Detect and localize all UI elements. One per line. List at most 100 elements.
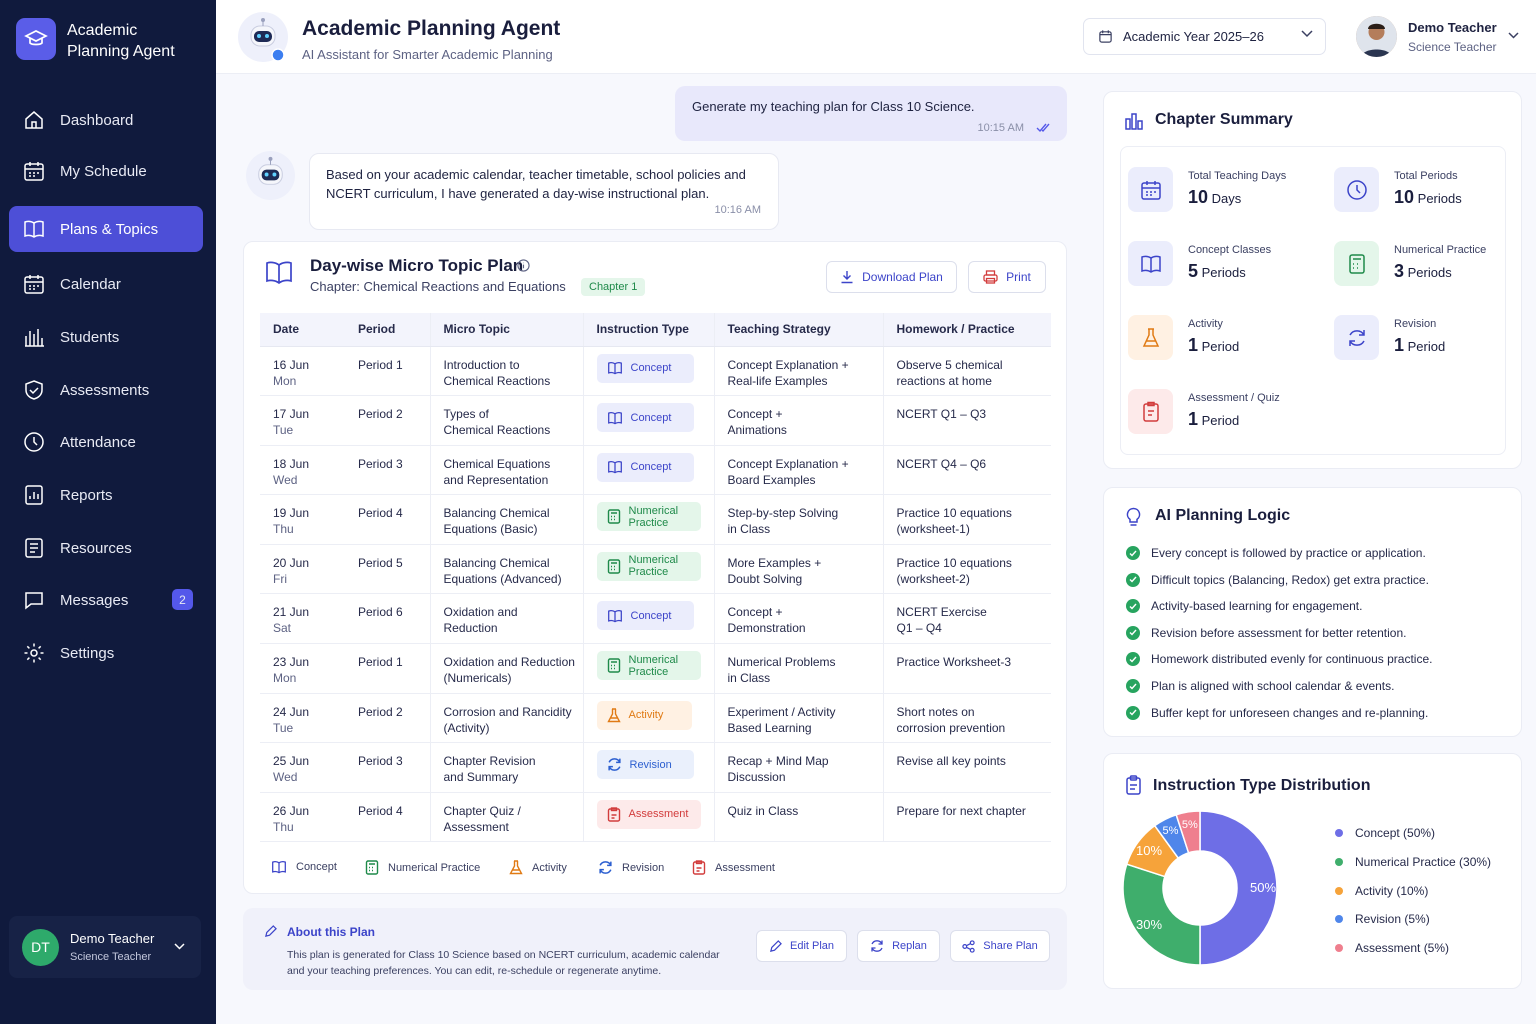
- homework-cell: Practice Worksheet-3: [883, 643, 1051, 694]
- date-cell: 20 Jun Fri: [260, 544, 345, 595]
- table-row[interactable]: 20 Jun Fri Period 5 Balancing Chemical Equat…: [260, 544, 1051, 595]
- sidebar-item-my-schedule[interactable]: My Schedule: [9, 148, 203, 194]
- edit-plan-button[interactable]: Edit Plan: [756, 930, 847, 962]
- replan-button[interactable]: Replan: [857, 930, 940, 962]
- download-plan-button[interactable]: Download Plan: [826, 261, 957, 293]
- sidebar-item-messages[interactable]: Messages 2: [9, 577, 203, 623]
- instruction-type-tag[interactable]: Numerical Practice: [596, 551, 701, 581]
- stat-label: Activity: [1188, 318, 1223, 330]
- download-plan-label: Download Plan: [862, 270, 943, 284]
- instruction-type-tag[interactable]: Concept: [596, 452, 694, 482]
- instruction-type-tag[interactable]: Revision: [596, 750, 694, 780]
- chevron-down-icon[interactable]: [174, 943, 185, 951]
- stat-value: 1 Period: [1394, 335, 1446, 355]
- sidebar-item-plans-topics[interactable]: Plans & Topics: [9, 206, 203, 252]
- sidebar-item-label: Resources: [60, 539, 132, 557]
- stat-label: Concept Classes: [1188, 244, 1272, 256]
- calendar-icon: [1099, 30, 1112, 43]
- date: 24 Jun: [273, 704, 310, 719]
- logic-item: Activity-based learning for engagement.: [1126, 599, 1362, 614]
- weekday: Tue: [273, 423, 294, 438]
- sidebar-item-assessments[interactable]: Assessments: [9, 367, 203, 413]
- bar-chart-icon: [1125, 113, 1143, 130]
- sidebar-item-label: Messages: [60, 591, 129, 609]
- topic-cell: Balancing Chemical Equations (Basic): [430, 494, 584, 545]
- sidebar-item-label: Assessments: [60, 381, 150, 399]
- sidebar-user-role: Science Teacher: [70, 951, 152, 963]
- sidebar-user[interactable]: DT Demo Teacher Science Teacher: [9, 916, 201, 978]
- academic-year-select[interactable]: Academic Year 2025–26: [1083, 18, 1326, 55]
- legend-item: Numerical Practice: [365, 860, 480, 875]
- replan-label: Replan: [892, 940, 927, 952]
- donut-slice-label: 5%: [1182, 819, 1198, 831]
- stat-label: Numerical Practice: [1394, 244, 1487, 256]
- table-row[interactable]: 21 Jun Sat Period 6 Oxidation and Reduction C…: [260, 593, 1051, 645]
- instruction-type-tag[interactable]: Assessment: [596, 799, 701, 829]
- date-cell: 19 Jun Thu: [260, 494, 345, 545]
- chart-legend-item: Concept (50%): [1335, 826, 1435, 840]
- instruction-type-tag[interactable]: Numerical Practice: [596, 651, 701, 681]
- logic-item: Every concept is followed by practice or…: [1126, 546, 1426, 560]
- instruction-type-tag[interactable]: Concept: [596, 403, 694, 433]
- book-icon: [607, 609, 622, 623]
- chevron-down-icon[interactable]: [1508, 32, 1519, 40]
- donut-slice-numerical-practice[interactable]: [1122, 863, 1201, 966]
- table-row[interactable]: 26 Jun Thu Period 4 Chapter Quiz / Assessmen…: [260, 792, 1051, 843]
- sidebar-item-reports[interactable]: Reports: [9, 472, 203, 518]
- distribution-card: Instruction Type Distribution 50% 30% 10% 5…: [1103, 753, 1522, 989]
- message-icon: [25, 592, 43, 610]
- calendar-icon: [24, 275, 44, 294]
- legend-item: Assessment: [692, 860, 775, 875]
- table-row[interactable]: 19 Jun Thu Period 4 Balancing Chemical Equat…: [260, 494, 1051, 545]
- sidebar-item-calendar[interactable]: Calendar: [9, 261, 203, 307]
- check-icon: [1126, 705, 1140, 720]
- instruction-type-tag[interactable]: Activity: [596, 700, 692, 730]
- unread-badge: 2: [172, 589, 193, 610]
- print-button[interactable]: Print: [968, 261, 1046, 293]
- table-row[interactable]: 18 Jun Wed Period 3 Chemical Equations and R…: [260, 445, 1051, 496]
- strategy-cell: More Examples + Doubt Solving: [714, 544, 884, 595]
- schedule-icon: [24, 162, 44, 181]
- assessment-icon: [607, 807, 620, 822]
- date-cell: 21 Jun Sat: [260, 593, 345, 645]
- logic-item: Buffer kept for unforeseen changes and r…: [1126, 705, 1428, 720]
- instruction-type-tag[interactable]: Numerical Practice: [596, 502, 701, 532]
- table-row[interactable]: 25 Jun Wed Period 3 Chapter Revision and Sum…: [260, 742, 1051, 793]
- stat-value: 1 Period: [1188, 335, 1240, 355]
- donut-slice-assessment[interactable]: [1175, 810, 1201, 854]
- table-row[interactable]: 23 Jun Mon Period 1 Oxidation and Reduction…: [260, 643, 1051, 694]
- instruction-type-tag[interactable]: Concept: [596, 353, 694, 383]
- chart-legend-item: Revision (5%): [1335, 912, 1430, 926]
- legend-dot: [1335, 857, 1343, 866]
- home-icon: [25, 111, 43, 129]
- donut-slice-concept[interactable]: [1199, 810, 1278, 966]
- page-title: Academic Planning Agent: [302, 17, 561, 40]
- legend-dot: [1335, 829, 1343, 837]
- sidebar-item-settings[interactable]: Settings: [9, 630, 203, 676]
- date: 20 Jun: [273, 555, 310, 570]
- table-row[interactable]: 16 Jun Mon Period 1 Introduction to Chemical…: [260, 346, 1051, 397]
- stat-value: 5 Periods: [1188, 261, 1246, 281]
- date: 17 Jun: [273, 407, 310, 422]
- table-row[interactable]: 24 Jun Tue Period 2 Corrosion and Rancidity…: [260, 693, 1051, 744]
- sidebar-item-dashboard[interactable]: Dashboard: [9, 97, 203, 143]
- sidebar-item-attendance[interactable]: Attendance: [9, 419, 203, 465]
- period-cell: Period 3: [345, 742, 431, 793]
- table-row[interactable]: 17 Jun Tue Period 2 Types of Chemical Reacti…: [260, 395, 1051, 446]
- instruction-type-label: Concept: [630, 609, 672, 622]
- column-header: Date: [260, 313, 345, 347]
- info-icon[interactable]: [517, 259, 530, 272]
- sidebar-item-students[interactable]: Students: [9, 314, 203, 360]
- pencil-icon: [265, 925, 277, 937]
- date-cell: 25 Jun Wed: [260, 742, 345, 793]
- column-header: Period: [345, 313, 431, 347]
- topic-cell: Chemical Equations and Representation: [430, 445, 584, 496]
- instruction-type-tag[interactable]: Concept: [596, 601, 694, 631]
- instruction-type-label: Revision: [629, 758, 672, 771]
- sidebar-item-resources[interactable]: Resources: [9, 525, 203, 571]
- date-cell: 23 Jun Mon: [260, 643, 345, 694]
- avatar[interactable]: [1356, 16, 1397, 57]
- chart-legend-item: Numerical Practice (30%): [1335, 855, 1491, 869]
- share-plan-button[interactable]: Share Plan: [950, 930, 1050, 962]
- instruction-type-cell: Assessment: [583, 792, 715, 843]
